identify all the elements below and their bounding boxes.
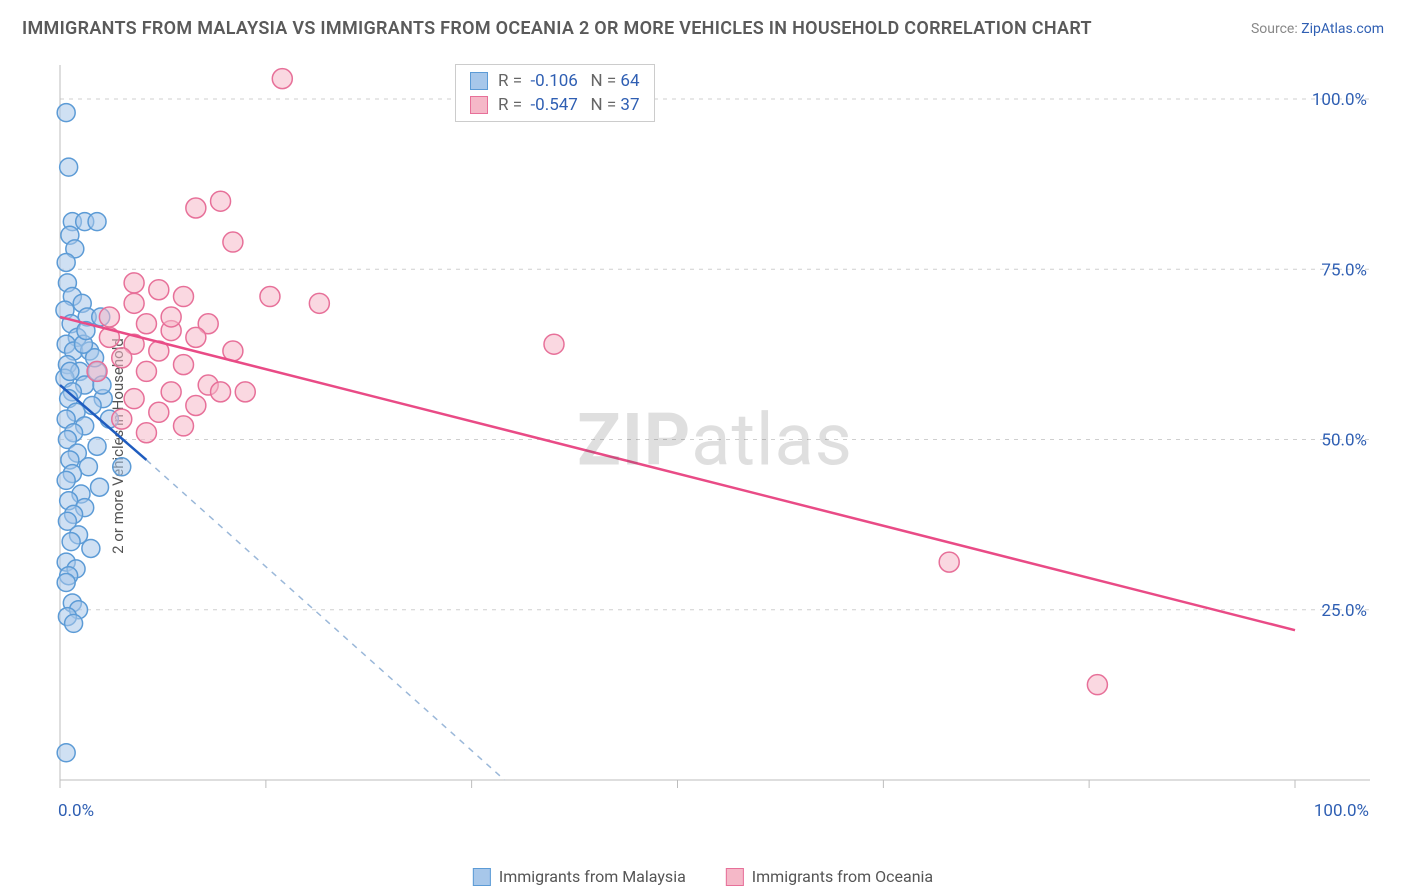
scatter-plot: 25.0% 50.0% 75.0% 100.0% 0.0% 100.0% bbox=[55, 60, 1375, 820]
legend-swatch bbox=[470, 96, 488, 114]
source-prefix: Source: bbox=[1251, 21, 1301, 37]
stats-row: R = -0.106 N = 64 bbox=[470, 69, 640, 93]
chart-area: 25.0%50.0%75.0%100.0%0.0%100.0% ZIPatlas… bbox=[55, 60, 1375, 820]
legend-label: Immigrants from Oceania bbox=[752, 867, 933, 886]
bottom-legend: Immigrants from Malaysia Immigrants from … bbox=[473, 867, 933, 886]
svg-text:100.0%: 100.0% bbox=[1314, 801, 1369, 820]
svg-text:100.0%: 100.0% bbox=[1312, 90, 1367, 110]
legend-item: Immigrants from Oceania bbox=[726, 867, 933, 886]
stats-text: R = -0.106 N = 64 bbox=[498, 71, 640, 91]
svg-text:50.0%: 50.0% bbox=[1321, 431, 1367, 451]
legend-swatch bbox=[473, 868, 491, 886]
svg-text:0.0%: 0.0% bbox=[58, 801, 94, 820]
legend-item: Immigrants from Malaysia bbox=[473, 867, 686, 886]
stats-text: R = -0.547 N = 37 bbox=[498, 95, 640, 115]
chart-title: IMMIGRANTS FROM MALAYSIA VS IMMIGRANTS F… bbox=[22, 18, 1092, 39]
legend-label: Immigrants from Malaysia bbox=[499, 867, 686, 886]
svg-text:25.0%: 25.0% bbox=[1321, 601, 1367, 621]
svg-text:75.0%: 75.0% bbox=[1321, 260, 1367, 280]
stats-legend-box: R = -0.106 N = 64 R = -0.547 N = 37 bbox=[455, 64, 655, 122]
source-link[interactable]: ZipAtlas.com bbox=[1301, 21, 1384, 37]
chart-header: IMMIGRANTS FROM MALAYSIA VS IMMIGRANTS F… bbox=[22, 18, 1384, 39]
legend-swatch bbox=[726, 868, 744, 886]
stats-row: R = -0.547 N = 37 bbox=[470, 93, 640, 117]
chart-source: Source: ZipAtlas.com bbox=[1251, 21, 1384, 37]
legend-swatch bbox=[470, 72, 488, 90]
